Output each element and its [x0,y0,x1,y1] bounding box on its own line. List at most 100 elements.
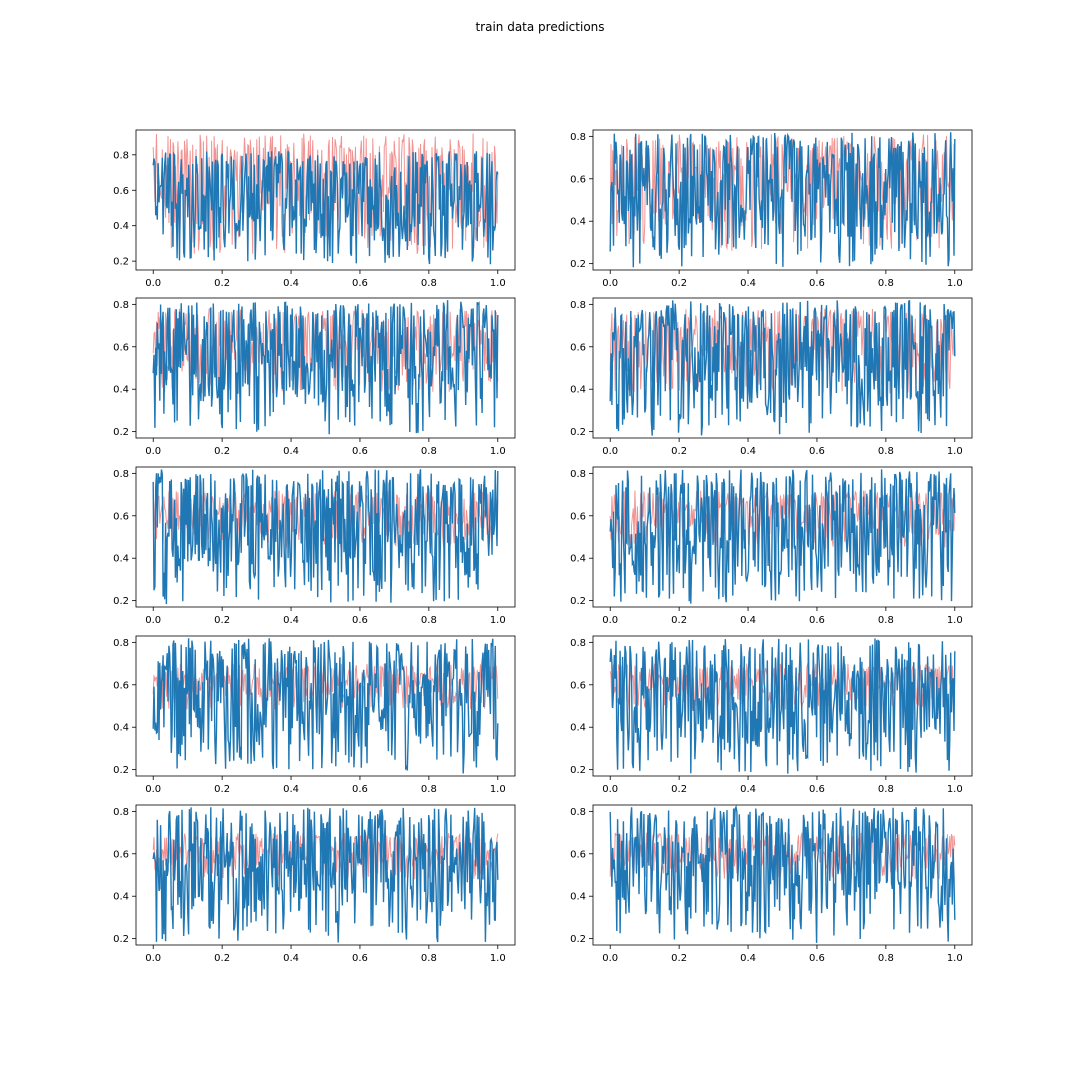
x-tick-label: 0.8 [878,446,894,457]
y-tick-label: 0.4 [570,217,586,228]
subplot-4: 0.0 0.2 0.4 0.6 0.8 1.0 0.2 0.4 0.6 0.8 [570,297,973,457]
x-tick-label: 1.0 [947,278,963,289]
x-tick-label: 1.0 [490,615,506,626]
x-tick-label: 0.8 [421,784,437,795]
prediction-line [609,469,956,604]
subplot-7: 0.0 0.2 0.4 0.6 0.8 1.0 0.2 0.4 0.6 0.8 [113,635,516,795]
y-tick-label: 0.8 [113,638,129,649]
axes-frame [592,129,973,271]
axes-frame [135,635,516,777]
y-tick-label: 0.6 [113,342,129,353]
y-tick-label: 0.4 [113,892,129,903]
axes-frame [135,297,516,439]
subplot-5: 0.0 0.2 0.4 0.6 0.8 1.0 0.2 0.4 0.6 0.8 [113,466,516,626]
y-tick-label: 0.4 [570,892,586,903]
x-tick-label: 0.0 [145,446,161,457]
y-tick-label: 0.8 [113,807,129,818]
x-tick-label: 0.8 [878,953,894,964]
prediction-line [152,638,499,774]
prediction-line [609,805,956,943]
x-tick-label: 0.6 [809,953,825,964]
x-tick-label: 0.2 [214,446,230,457]
y-tick-label: 0.2 [570,427,586,438]
y-tick-label: 0.8 [570,638,586,649]
subplot-2: 0.0 0.2 0.4 0.6 0.8 1.0 0.2 0.4 0.6 0.8 [570,129,973,289]
y-tick-label: 0.2 [570,934,586,945]
x-tick-label: 0.4 [283,446,299,457]
subplot-9: 0.0 0.2 0.4 0.6 0.8 1.0 0.2 0.4 0.6 0.8 [113,804,516,964]
x-tick-label: 0.8 [878,784,894,795]
prediction-line [609,299,956,436]
y-tick-label: 0.4 [113,554,129,565]
subplot-10: 0.0 0.2 0.4 0.6 0.8 1.0 0.2 0.4 0.6 0.8 [570,804,973,964]
x-tick-label: 0.2 [671,278,687,289]
x-tick-label: 0.6 [809,784,825,795]
x-tick-label: 0.8 [421,615,437,626]
x-tick-label: 1.0 [947,446,963,457]
x-tick-label: 0.6 [352,953,368,964]
x-tick-label: 0.2 [671,784,687,795]
y-tick-label: 0.6 [570,342,586,353]
x-tick-label: 1.0 [490,953,506,964]
y-tick-label: 0.4 [570,385,586,396]
y-tick-label: 0.4 [570,723,586,734]
y-tick-label: 0.8 [113,150,129,161]
y-tick-label: 0.4 [113,723,129,734]
y-tick-label: 0.2 [113,934,129,945]
x-tick-label: 0.4 [283,784,299,795]
x-tick-label: 1.0 [490,446,506,457]
y-tick-label: 0.6 [113,849,129,860]
x-tick-label: 0.6 [352,615,368,626]
axes-frame [135,804,516,946]
y-tick-label: 0.2 [113,257,129,268]
y-tick-label: 0.2 [570,765,586,776]
x-tick-label: 0.2 [671,615,687,626]
y-tick-label: 0.4 [113,385,129,396]
x-tick-label: 0.4 [283,278,299,289]
x-tick-label: 0.0 [145,278,161,289]
y-tick-label: 0.6 [113,186,129,197]
x-tick-label: 0.4 [740,784,756,795]
x-tick-label: 0.0 [602,784,618,795]
x-tick-label: 0.8 [421,446,437,457]
y-tick-label: 0.8 [113,469,129,480]
y-tick-label: 0.6 [113,511,129,522]
x-tick-label: 0.4 [740,446,756,457]
y-tick-label: 0.2 [113,427,129,438]
y-tick-label: 0.2 [570,596,586,607]
axes-frame [592,804,973,946]
axes-frame [135,129,516,271]
prediction-line [152,469,499,605]
y-tick-label: 0.8 [570,132,586,143]
x-tick-label: 0.6 [809,615,825,626]
x-tick-label: 0.0 [602,953,618,964]
y-tick-label: 0.2 [113,765,129,776]
x-tick-label: 0.4 [740,615,756,626]
subplot-3: 0.0 0.2 0.4 0.6 0.8 1.0 0.2 0.4 0.6 0.8 [113,297,516,457]
x-tick-label: 0.0 [602,446,618,457]
x-tick-label: 1.0 [947,953,963,964]
subplot-1: 0.0 0.2 0.4 0.6 0.8 1.0 0.2 0.4 0.6 0.8 [113,129,516,289]
axes-frame [592,635,973,777]
x-tick-label: 0.4 [283,615,299,626]
x-tick-label: 0.4 [283,953,299,964]
x-tick-label: 0.0 [145,615,161,626]
x-tick-label: 1.0 [947,784,963,795]
y-tick-label: 0.2 [113,596,129,607]
y-tick-label: 0.8 [570,469,586,480]
x-tick-label: 1.0 [490,784,506,795]
y-tick-label: 0.2 [570,259,586,270]
x-tick-label: 0.8 [878,278,894,289]
x-tick-label: 0.8 [421,278,437,289]
y-tick-label: 0.6 [570,511,586,522]
x-tick-label: 0.6 [352,278,368,289]
axes-frame [135,466,516,608]
x-tick-label: 0.2 [214,278,230,289]
prediction-line [609,132,956,268]
x-tick-label: 0.0 [145,784,161,795]
axes-frame [592,297,973,439]
y-tick-label: 0.8 [570,300,586,311]
x-tick-label: 0.2 [214,784,230,795]
prediction-line [152,807,499,943]
